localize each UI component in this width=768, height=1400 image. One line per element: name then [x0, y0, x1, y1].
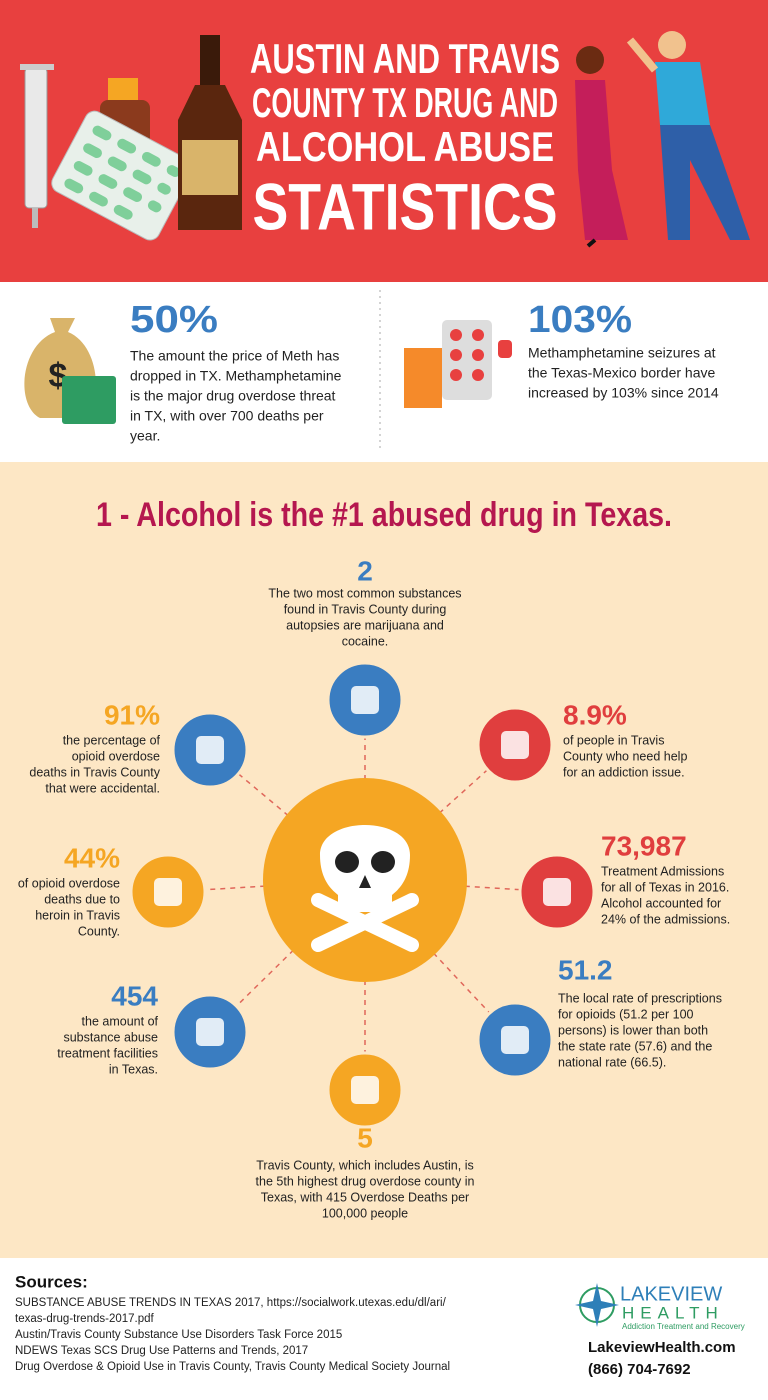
stat-text: for an addiction issue.	[563, 765, 685, 779]
stat-text: opioid overdose	[72, 749, 160, 763]
website: LakeviewHealth.com	[588, 1339, 736, 1356]
stat-text: is the major drug overdose threat	[130, 388, 336, 404]
stat-text: The two most common substances	[268, 586, 461, 600]
stat-value: 91%	[104, 699, 160, 730]
stat-value: 5	[357, 1122, 373, 1153]
stat-text: the amount of	[82, 1014, 159, 1028]
stat-text: of opioid overdose	[18, 876, 120, 890]
stat-text: in Texas.	[109, 1062, 158, 1076]
source-line: Austin/Travis County Substance Use Disor…	[15, 1329, 342, 1341]
icon-glyph	[501, 1026, 529, 1054]
stat-text: The amount the price of Meth has	[130, 348, 339, 364]
stat-value: 50%	[130, 299, 218, 341]
stat-text: Travis County, which includes Austin, is	[256, 1158, 473, 1172]
source-line: SUBSTANCE ABUSE TRENDS IN TEXAS 2017, ht…	[15, 1297, 447, 1309]
stat-text: Texas, with 415 Overdose Deaths per	[261, 1190, 469, 1204]
icon-glyph	[196, 736, 224, 764]
stat-value: 8.9%	[563, 699, 627, 730]
sources-heading: Sources:	[15, 1272, 88, 1291]
title-line: ALCOHOL ABUSE	[256, 123, 554, 170]
stat-text: cocaine.	[342, 634, 389, 648]
stat-value: 51.2	[558, 954, 613, 985]
stat-text: in TX, with over 700 deaths per	[130, 408, 324, 424]
title-line: STATISTICS	[253, 169, 558, 243]
stat-value: 454	[111, 980, 158, 1011]
stat-text: treatment facilities	[57, 1046, 158, 1060]
stat-text: Alcohol accounted for	[601, 896, 721, 910]
logo-tagline: Addiction Treatment and Recovery	[622, 1322, 745, 1331]
stat-text: autopsies are marijuana and	[286, 618, 444, 632]
source-line: NDEWS Texas SCS Drug Use Patterns and Tr…	[15, 1345, 308, 1357]
money-icon: $	[24, 318, 116, 424]
icon-glyph	[501, 731, 529, 759]
pills-icon	[404, 320, 512, 408]
stat-text: 24% of the admissions.	[601, 912, 730, 926]
stat-text: 100,000 people	[322, 1206, 408, 1220]
source-line: texas-drug-trends-2017.pdf	[15, 1313, 155, 1325]
icon-glyph	[351, 1076, 379, 1104]
stat-text: Treatment Admissions	[601, 864, 724, 878]
icon-glyph	[543, 878, 571, 906]
stat-text: County who need help	[563, 749, 687, 763]
stat-text: national rate (66.5).	[558, 1055, 666, 1069]
stat-text: substance abuse	[63, 1030, 158, 1044]
stat-text: deaths due to	[44, 892, 120, 906]
stat-value: 103%	[528, 299, 632, 341]
stat-text: the state rate (57.6) and the	[558, 1039, 712, 1053]
stat-text: found in Travis County during	[284, 602, 447, 616]
icon-glyph	[196, 1018, 224, 1046]
stat-text: persons) is lower than both	[558, 1023, 708, 1037]
logo-name: LAKEVIEW	[620, 1283, 722, 1305]
stat-text: increased by 103% since 2014	[528, 385, 719, 401]
icon-glyph	[154, 878, 182, 906]
stat-text: of people in Travis	[563, 733, 664, 747]
stat-text: Methamphetamine seizures at	[528, 345, 716, 361]
stat-value: 44%	[64, 842, 120, 873]
center-skull	[263, 778, 467, 982]
title-line: AUSTIN AND TRAVIS	[250, 35, 560, 82]
stat-text: dropped in TX. Methamphetamine	[130, 368, 342, 384]
stat-text: for all of Texas in 2016.	[601, 880, 729, 894]
stat-text: year.	[130, 428, 160, 444]
logo-star	[575, 1283, 619, 1327]
stat-text: that were accidental.	[45, 781, 160, 795]
stat-text: the Texas-Mexico border have	[528, 365, 715, 381]
stat-text: heroin in Travis	[35, 908, 120, 922]
phone: (866) 704-7692	[588, 1361, 691, 1378]
stat-text: County.	[78, 924, 120, 938]
stat-text: The local rate of prescriptions	[558, 991, 722, 1005]
stat-text: the 5th highest drug overdose county in	[256, 1174, 475, 1188]
stat-text: deaths in Travis County	[29, 765, 160, 779]
stat-value: 73,987	[601, 830, 687, 861]
icon-glyph	[351, 686, 379, 714]
title-line: COUNTY TX DRUG AND	[252, 79, 558, 126]
sources-bg	[0, 1258, 768, 1400]
section-heading: 1 - Alcohol is the #1 abused drug in Tex…	[96, 496, 672, 534]
stat-text: for opioids (51.2 per 100	[558, 1007, 694, 1021]
source-line: Drug Overdose & Opioid Use in Travis Cou…	[15, 1361, 450, 1373]
stat-value: 2	[357, 555, 373, 586]
stats-bg	[0, 282, 768, 462]
logo-sub: HEALTH	[622, 1303, 724, 1322]
header-art	[20, 31, 750, 248]
stat-text: the percentage of	[63, 733, 161, 747]
